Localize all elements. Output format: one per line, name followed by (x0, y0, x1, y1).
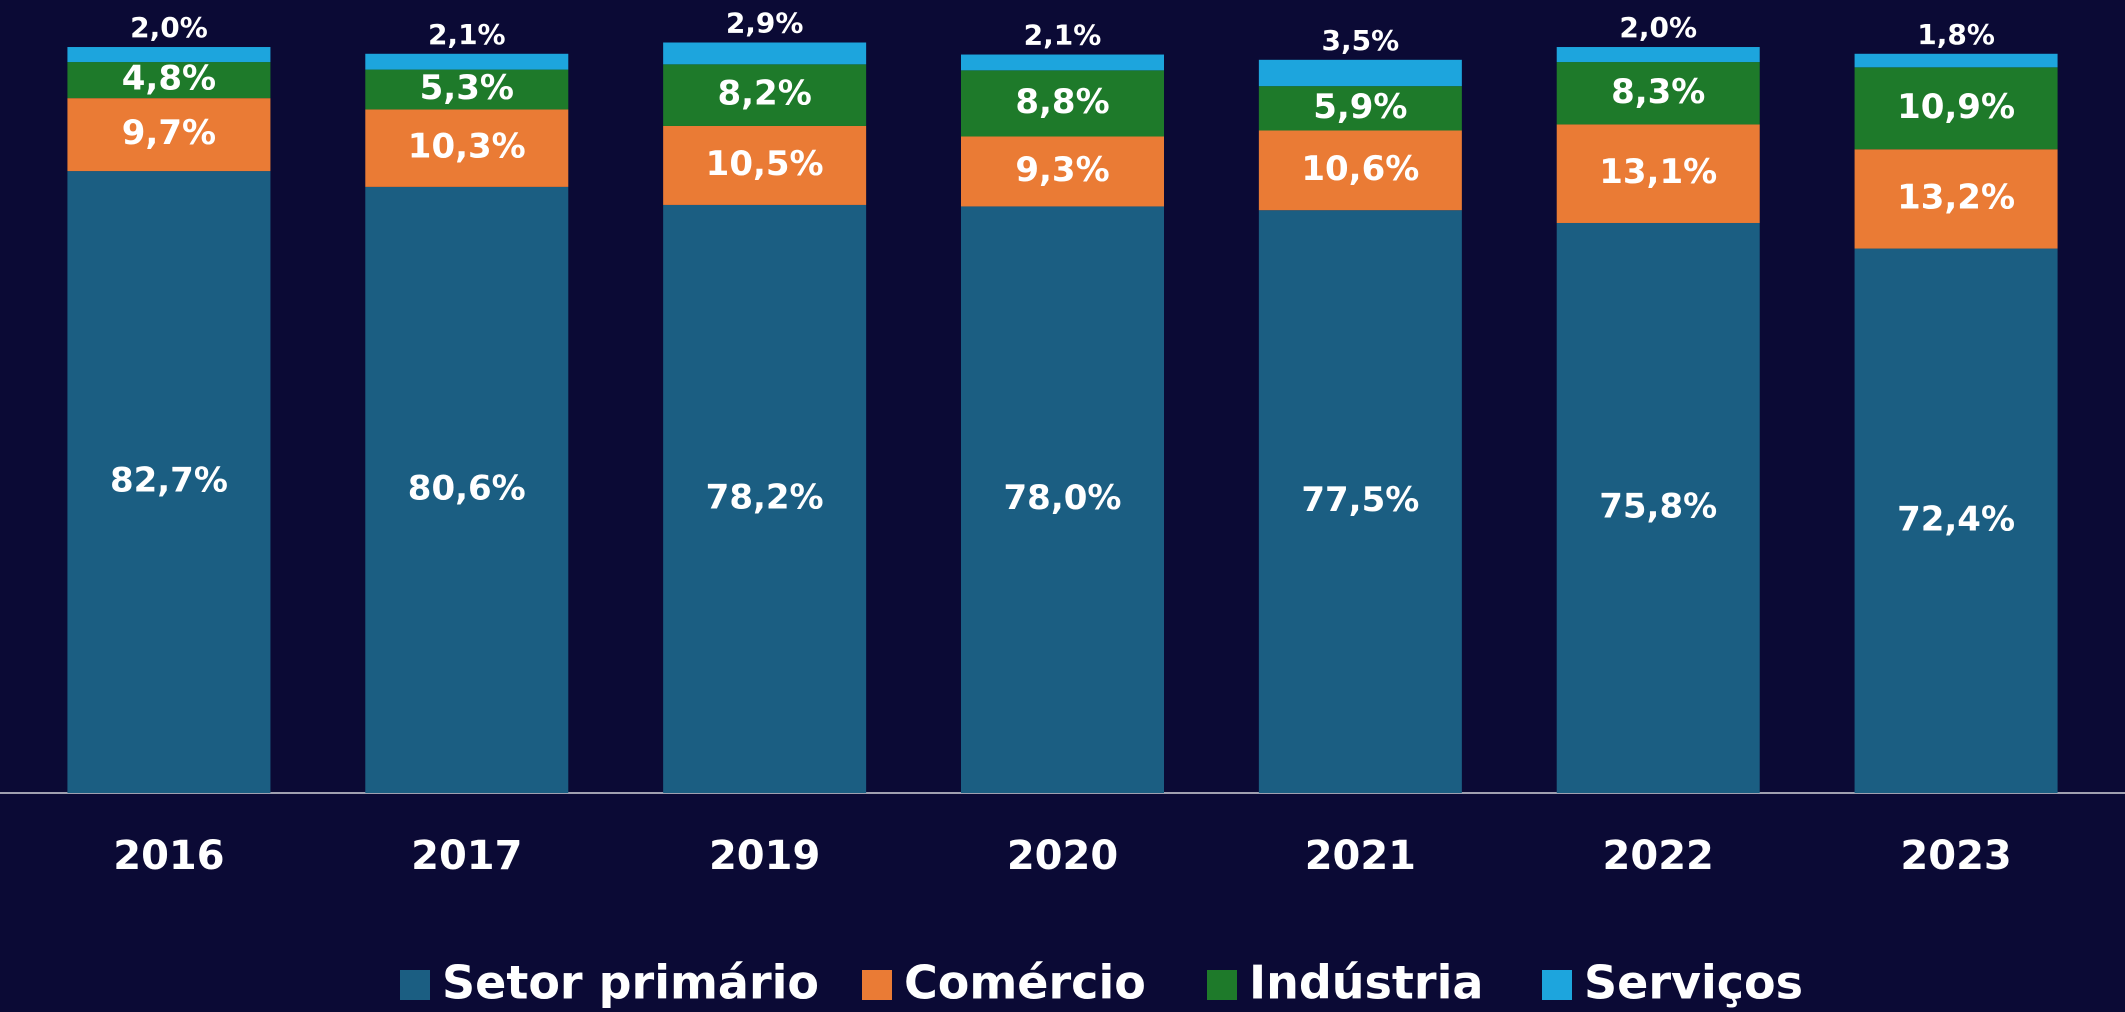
bar-segment (961, 206, 1164, 793)
data-label: 75,8% (1599, 486, 1717, 526)
legend-swatch (400, 970, 430, 1000)
bar-segment (961, 54, 1164, 71)
x-tick-label: 2016 (113, 833, 224, 879)
data-label: 82,7% (110, 461, 228, 501)
bar-segment (365, 186, 569, 793)
bar-segment (663, 204, 867, 793)
bar-segment (1556, 62, 1760, 125)
bar-segment (663, 125, 867, 205)
bar-segment (961, 136, 1164, 207)
bar-segment (67, 98, 271, 172)
data-label: 8,2% (717, 74, 811, 114)
data-label: 2,0% (1619, 11, 1697, 44)
bar-segment (663, 64, 867, 126)
data-label: 78,0% (1004, 478, 1122, 518)
data-label: 5,9% (1313, 87, 1407, 127)
data-label: 8,8% (1015, 82, 1109, 122)
data-label: 10,6% (1301, 149, 1419, 189)
data-label: 10,3% (408, 127, 526, 167)
bar-segment (365, 53, 569, 70)
bar-segment (1258, 210, 1462, 793)
data-label: 10,9% (1897, 87, 2015, 127)
legend-label: Setor primário (442, 956, 819, 1010)
legend-swatch (1207, 970, 1237, 1000)
data-label: 72,4% (1897, 499, 2015, 539)
bar-segment (1556, 222, 1760, 793)
x-tick-label: 2020 (1007, 833, 1118, 879)
data-label: 2,1% (428, 18, 506, 51)
bar-segment (67, 47, 271, 63)
data-label: 2,1% (1024, 19, 1102, 52)
bar-segment (961, 70, 1164, 137)
data-label: 8,3% (1611, 72, 1705, 112)
bar-segment (67, 171, 271, 793)
data-label: 1,8% (1917, 18, 1995, 51)
data-label: 80,6% (408, 468, 526, 508)
bar-segment (365, 109, 569, 187)
data-label: 13,2% (1897, 177, 2015, 217)
x-tick-label: 2021 (1305, 833, 1416, 879)
data-label: 3,5% (1322, 24, 1400, 57)
legend-label: Comércio (904, 956, 1146, 1010)
bar-segment (663, 42, 867, 65)
bar-segment (1854, 53, 2058, 68)
data-label: 10,5% (706, 144, 824, 184)
bar-segment (67, 62, 271, 99)
bar-segment (1854, 248, 2058, 793)
data-label: 9,7% (122, 113, 216, 153)
data-label: 4,8% (122, 59, 216, 99)
data-label: 9,3% (1015, 150, 1109, 190)
data-label: 77,5% (1301, 480, 1419, 520)
data-label: 2,0% (130, 11, 208, 44)
x-tick-label: 2019 (709, 833, 820, 879)
x-tick-label: 2023 (1900, 833, 2011, 879)
bar-segment (1854, 67, 2058, 150)
data-label: 13,1% (1599, 152, 1717, 192)
legend-swatch (1542, 970, 1572, 1000)
bar-segment (1556, 124, 1760, 223)
legend-swatch (862, 970, 892, 1000)
data-label: 5,3% (420, 68, 514, 108)
legend-label: Indústria (1249, 956, 1483, 1010)
legend-label: Serviços (1584, 956, 1803, 1010)
data-label: 2,9% (726, 7, 804, 40)
bar-segment (1258, 86, 1462, 131)
bar-segment (1258, 130, 1462, 211)
bar-segment (365, 69, 569, 110)
bar-segment (1258, 59, 1462, 87)
x-tick-label: 2017 (411, 833, 522, 879)
x-tick-label: 2022 (1603, 833, 1714, 879)
bar-segment (1556, 47, 1760, 63)
bar-segment (1854, 149, 2058, 249)
data-label: 78,2% (706, 477, 824, 517)
